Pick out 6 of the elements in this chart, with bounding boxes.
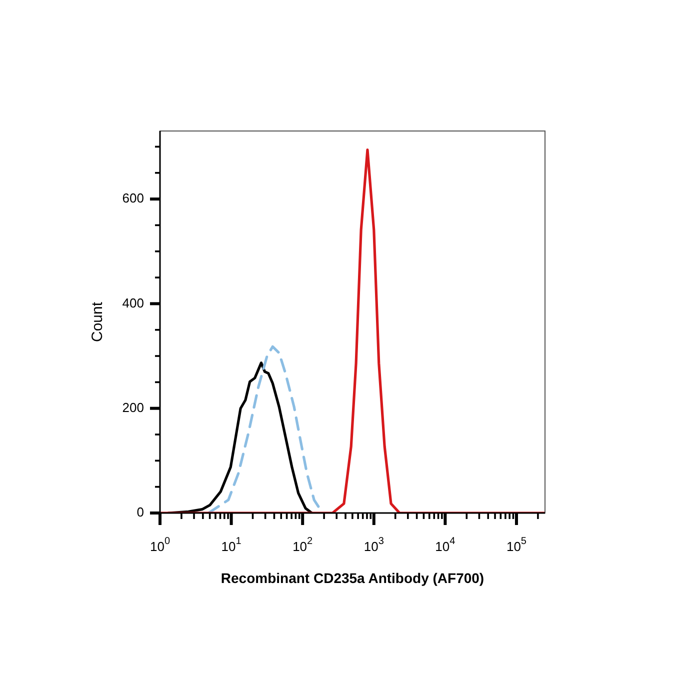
- x-axis-title: Recombinant CD235a Antibody (AF700): [220, 570, 484, 586]
- y-axis-title: Count: [89, 301, 106, 342]
- y-tick-label: 0: [136, 504, 144, 520]
- y-tick-label: 200: [122, 400, 144, 415]
- y-tick-label: 600: [122, 190, 144, 206]
- y-tick-label: 400: [122, 295, 144, 310]
